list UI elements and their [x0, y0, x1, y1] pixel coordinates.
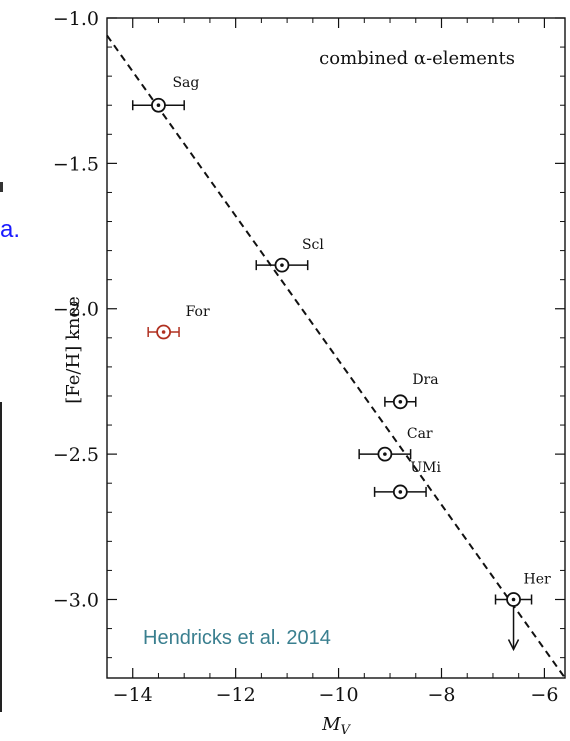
- data-point-scl: Scl: [255, 237, 324, 273]
- y-tick-label: −3.0: [53, 589, 99, 611]
- point-label: Her: [524, 571, 551, 587]
- y-axis-label: [Fe/H] knee: [63, 296, 84, 404]
- x-axis-label-main: M: [321, 714, 341, 735]
- edge-text-fragment: a.: [0, 216, 21, 243]
- data-point-umi: UMi: [373, 460, 441, 500]
- data-point-car: Car: [358, 426, 433, 462]
- point-label: Sag: [172, 75, 199, 91]
- point-label: Dra: [412, 372, 438, 388]
- axis-ticks: −14 −12 −10 −8 −6 −1.0 −1.5 −2.0 −2.5 −3.0: [53, 8, 565, 706]
- y-tick-label: −1.0: [53, 8, 99, 30]
- data-points: Sag Scl For Dra Car UMi Her: [131, 75, 551, 652]
- edge-artifact-line: [0, 402, 2, 712]
- x-tick-label: −8: [427, 684, 455, 706]
- upper-limit-arrow-head: [507, 639, 520, 652]
- fit-line: [106, 34, 566, 679]
- point-label: Car: [407, 426, 433, 442]
- data-point-dra: Dra: [384, 372, 439, 410]
- x-tick-label: −12: [216, 684, 256, 706]
- data-point-for: For: [147, 304, 210, 340]
- data-point-sag: Sag: [131, 75, 199, 113]
- data-point-her: Her: [494, 571, 551, 652]
- x-axis-label: MV: [321, 714, 351, 736]
- y-tick-label: −2.0: [53, 299, 99, 321]
- point-center: [161, 330, 166, 334]
- point-center: [280, 263, 284, 267]
- fit-line-group: [106, 34, 566, 679]
- x-tick-label: −14: [113, 684, 153, 706]
- point-center: [383, 452, 387, 456]
- edge-artifact-dot: [0, 182, 3, 192]
- x-tick-label: −10: [319, 684, 359, 706]
- point-label: Scl: [302, 237, 324, 253]
- x-axis-label-sub: V: [341, 723, 352, 736]
- y-tick-label: −1.5: [53, 153, 99, 175]
- point-center: [511, 597, 516, 602]
- point-center: [398, 490, 403, 494]
- legend-text: combined α-elements: [319, 48, 515, 69]
- y-tick-label: −2.5: [53, 444, 99, 466]
- point-center: [398, 399, 403, 404]
- point-center: [156, 103, 161, 108]
- point-label: UMi: [410, 460, 441, 476]
- x-tick-label: −6: [530, 684, 558, 706]
- plot-frame: [106, 17, 566, 679]
- point-label: For: [186, 304, 210, 320]
- credit-text: Hendricks et al. 2014: [143, 627, 331, 649]
